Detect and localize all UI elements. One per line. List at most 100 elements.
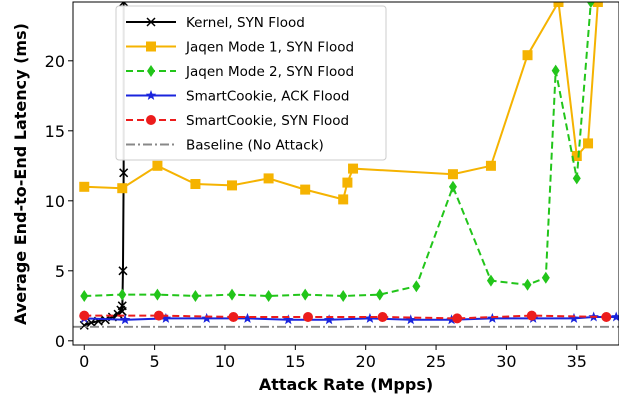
legend-label: SmartCookie, ACK Flood (186, 89, 349, 105)
data-point-square-marker (583, 138, 594, 149)
plot-area-border (72, 1, 619, 346)
x-axis-label: Attack Rate (Mpps) (259, 375, 433, 394)
data-point-diamond-marker (191, 290, 200, 302)
series-jaqen-mode-2-syn-flood (80, 2, 595, 302)
data-point-square-marker (348, 163, 359, 174)
x-tick-label: 20 (356, 352, 376, 371)
y-tick-label: 0 (55, 332, 65, 351)
legend-label: SmartCookie, SYN Flood (186, 113, 349, 129)
data-point-diamond-marker (486, 274, 495, 287)
data-point-diamond-marker (551, 64, 560, 77)
data-point-x-marker (146, 17, 156, 27)
legend-item: SmartCookie, SYN Flood (126, 113, 349, 129)
data-point-diamond-marker (541, 271, 550, 284)
data-point-diamond-marker (375, 288, 384, 301)
series-smartcookie-ack-flood (79, 311, 619, 325)
x-tick-label: 35 (567, 352, 587, 371)
data-point-star-marker (119, 314, 131, 325)
legend: Kernel, SYN Flood Jaqen Mode 1, SYN Flood… (115, 5, 387, 161)
data-point-square-marker (342, 177, 353, 188)
series-line (84, 2, 592, 298)
data-point-square-marker (485, 160, 496, 171)
x-tick-label: 15 (285, 352, 305, 371)
data-point-square-marker (522, 50, 533, 61)
axis-frame: 0 5 10 15 20 25 30 35 0 5 10 15 20 (45, 1, 619, 371)
data-point-circle-marker (601, 312, 612, 322)
legend-item: Kernel, SYN Flood (126, 15, 305, 31)
data-point-x-marker (119, 2, 129, 7)
x-tick-label: 5 (150, 352, 160, 371)
data-point-square-marker (592, 2, 603, 7)
data-point-diamond-marker (153, 288, 162, 301)
data-point-star-marker (610, 311, 619, 322)
data-point-square-marker (553, 2, 564, 7)
data-point-diamond-marker (586, 2, 595, 8)
data-point-diamond-marker (523, 278, 532, 291)
x-tick-label: 0 (79, 352, 89, 371)
series-group (73, 2, 619, 330)
data-point-diamond-marker (572, 172, 581, 185)
x-tick-label: 25 (426, 352, 446, 371)
data-point-star-marker (160, 312, 172, 323)
legend-item: Baseline (No Attack) (126, 138, 324, 154)
data-point-star-marker (242, 312, 253, 323)
data-point-square-marker (300, 184, 311, 195)
data-point-diamond-marker (339, 290, 348, 302)
data-point-circle-marker (377, 312, 388, 322)
data-point-circle-marker (79, 310, 90, 321)
data-point-square-marker (227, 180, 238, 191)
series-line (84, 314, 607, 320)
data-point-x-marker (79, 320, 89, 330)
series-smartcookie-syn-flood (79, 310, 612, 324)
legend-label: Jaqen Mode 1, SYN Flood (185, 40, 354, 56)
data-point-square-marker (263, 173, 274, 184)
data-point-square-marker (571, 151, 582, 161)
data-point-diamond-marker (412, 280, 421, 293)
data-point-x-marker (113, 309, 123, 319)
data-point-square-marker (338, 194, 349, 205)
data-point-star-marker (283, 314, 294, 325)
x-tick-label: 10 (215, 352, 235, 371)
data-point-x-marker (119, 168, 129, 178)
data-point-circle-marker (153, 310, 164, 321)
data-point-circle-marker (526, 310, 537, 321)
data-point-x-marker (117, 306, 127, 316)
data-point-circle-marker (303, 312, 314, 322)
y-tick-label: 15 (45, 122, 65, 141)
data-point-diamond-marker (147, 65, 155, 77)
y-tick-label: 5 (55, 262, 65, 281)
data-point-square-marker (447, 169, 458, 180)
data-point-circle-marker (452, 313, 463, 324)
y-axis-label: Average End-to-End Latency (ms) (11, 23, 30, 325)
data-point-square-marker (117, 183, 128, 194)
data-point-circle-marker (228, 312, 239, 322)
legend-item: Jaqen Mode 1, SYN Flood (126, 40, 354, 56)
data-point-diamond-marker (118, 288, 127, 301)
data-point-diamond-marker (228, 288, 237, 301)
legend-label: Baseline (No Attack) (186, 138, 324, 154)
data-point-x-marker (118, 266, 128, 276)
data-point-square-marker (79, 181, 90, 192)
y-tick-label: 20 (45, 52, 65, 71)
legend-item: SmartCookie, ACK Flood (126, 89, 349, 105)
data-point-star-marker (364, 312, 376, 323)
data-point-square-marker (152, 160, 163, 171)
data-point-star-marker (145, 90, 157, 100)
data-point-star-marker (568, 312, 580, 323)
data-point-diamond-marker (264, 290, 273, 302)
data-point-x-marker (86, 318, 96, 328)
data-point-square-marker (190, 179, 201, 189)
data-point-star-marker (323, 314, 335, 325)
data-point-star-marker (405, 314, 416, 325)
data-point-diamond-marker (448, 180, 457, 193)
legend-label: Jaqen Mode 2, SYN Flood (185, 64, 354, 80)
data-point-diamond-marker (301, 288, 310, 301)
legend-label: Kernel, SYN Flood (186, 15, 305, 31)
data-point-star-marker (201, 312, 212, 323)
data-point-circle-marker (146, 115, 156, 125)
legend-box (115, 5, 387, 161)
data-point-diamond-marker (80, 290, 89, 302)
y-tick-label: 10 (45, 192, 65, 211)
x-tick-label: 30 (496, 352, 516, 371)
